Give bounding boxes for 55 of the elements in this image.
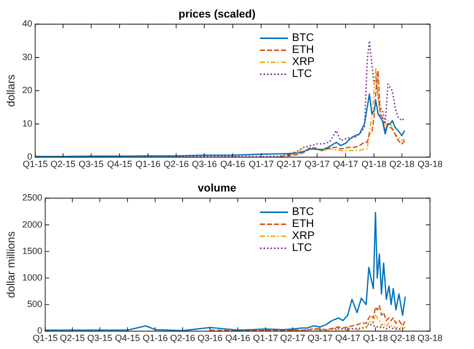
y-axis-title: dollars — [6, 74, 18, 107]
y-tick-label: 0 — [27, 152, 32, 162]
y-tick-label: 10 — [22, 118, 32, 128]
legend-label: BTC — [292, 32, 314, 44]
y-tick-label: 2500 — [22, 192, 42, 203]
legend-label: LTC — [292, 68, 312, 80]
x-tick-label: Q2-18 — [390, 333, 416, 344]
y-tick-label: 1000 — [22, 272, 42, 282]
legend-label: XRP — [292, 56, 315, 68]
x-tick-label: Q4-15 — [114, 333, 140, 344]
x-tick-label: Q3-15 — [78, 159, 104, 170]
x-tick-label: Q2-17 — [280, 333, 306, 344]
x-tick-label: Q1-18 — [362, 159, 387, 170]
y-tick-label: 0 — [37, 326, 42, 336]
x-tick-label: Q3-18 — [417, 159, 443, 170]
line-series — [209, 305, 406, 332]
x-tick-label: Q2-15 — [60, 333, 85, 344]
x-tick-label: Q3-16 — [192, 159, 217, 170]
x-tick-label: Q2-16 — [170, 333, 196, 344]
x-tick-label: Q1-16 — [136, 159, 161, 170]
line-series — [292, 314, 406, 332]
x-tick-label: Q3-18 — [417, 333, 443, 344]
x-tick-label: Q2-18 — [389, 159, 414, 170]
legend-label: BTC — [292, 206, 314, 218]
x-tick-label: Q1-15 — [32, 333, 58, 344]
y-tick-label: 1500 — [22, 246, 42, 256]
x-tick-label: Q2-15 — [50, 159, 76, 170]
x-tick-label: Q1-18 — [362, 333, 388, 344]
x-tick-label: Q3-17 — [308, 333, 333, 344]
x-tick-label: Q4-16 — [220, 159, 246, 170]
y-tick-label: 30 — [22, 52, 32, 62]
legend-label: ETH — [292, 218, 314, 230]
y-tick-label: 2000 — [22, 219, 42, 230]
y-tick-label: 40 — [22, 18, 32, 29]
x-tick-label: Q1-15 — [22, 159, 48, 170]
x-tick-label: Q1-17 — [248, 159, 274, 170]
legend-label: LTC — [292, 242, 312, 254]
x-tick-label: Q2-16 — [164, 159, 189, 170]
x-tick-label: Q3-16 — [198, 333, 223, 344]
x-tick-label: Q4-17 — [335, 333, 360, 344]
y-tick-label: 20 — [22, 85, 32, 96]
chart-title: volume — [198, 182, 236, 195]
y-axis-title: dollar millions — [6, 230, 18, 298]
y-tick-label: 500 — [27, 299, 42, 310]
x-tick-label: Q4-16 — [225, 333, 250, 344]
x-tick-label: Q1-16 — [142, 333, 168, 344]
x-tick-label: Q2-17 — [276, 159, 302, 170]
x-tick-label: Q3-17 — [304, 159, 330, 170]
x-tick-label: Q4-17 — [333, 159, 358, 170]
legend-label: ETH — [292, 44, 314, 56]
x-tick-label: Q3-15 — [87, 333, 112, 344]
x-tick-label: Q4-15 — [107, 159, 132, 170]
legend-label: XRP — [292, 230, 315, 242]
chart-title: prices (scaled) — [178, 8, 256, 21]
x-tick-label: Q1-17 — [252, 333, 278, 344]
